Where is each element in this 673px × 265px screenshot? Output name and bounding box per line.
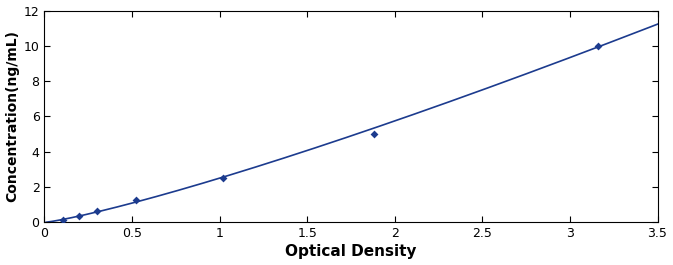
X-axis label: Optical Density: Optical Density — [285, 244, 417, 259]
Point — [592, 44, 603, 48]
Point — [218, 176, 229, 180]
Y-axis label: Concentration(ng/mL): Concentration(ng/mL) — [5, 30, 20, 202]
Point — [74, 213, 85, 218]
Point — [58, 218, 69, 222]
Point — [130, 198, 141, 202]
Point — [92, 209, 102, 214]
Point — [368, 132, 379, 136]
